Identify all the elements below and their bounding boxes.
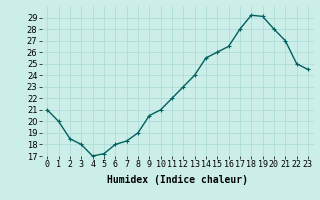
- X-axis label: Humidex (Indice chaleur): Humidex (Indice chaleur): [107, 175, 248, 185]
